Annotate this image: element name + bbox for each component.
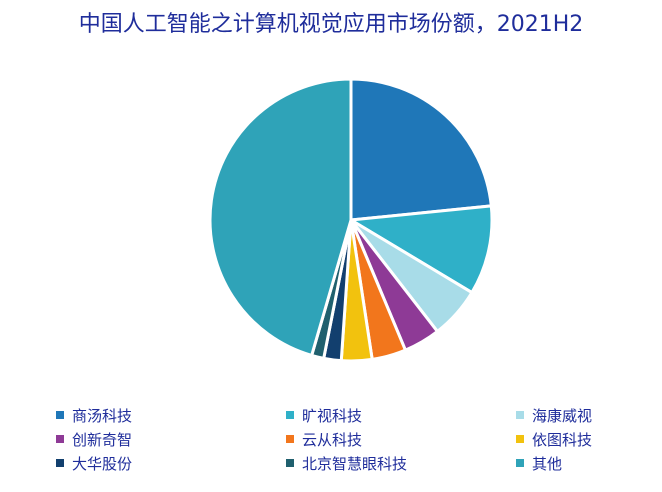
- legend-item: 创新奇智: [56, 428, 286, 450]
- pie-chart: [208, 77, 494, 363]
- legend-item: 云从科技: [286, 428, 516, 450]
- chart-legend: 商汤科技 旷视科技 海康威视创新奇智 云从科技 依图科技大华股份 北京智慧眼科技 其他: [56, 404, 656, 474]
- legend-label: 云从科技: [302, 430, 363, 449]
- legend-item: 海康威视: [516, 404, 656, 426]
- legend-swatch: [286, 435, 294, 443]
- legend-item: 商汤科技: [56, 404, 286, 426]
- legend-swatch: [516, 411, 524, 419]
- legend-item: 其他: [516, 452, 656, 474]
- legend-item: 北京智慧眼科技: [286, 452, 516, 474]
- legend-label: 大华股份: [72, 454, 133, 473]
- legend-label: 海康威视: [532, 406, 593, 425]
- legend-swatch: [56, 459, 64, 467]
- legend-swatch: [516, 435, 524, 443]
- legend-label: 其他: [532, 454, 563, 473]
- legend-label: 旷视科技: [302, 406, 363, 425]
- legend-label: 商汤科技: [72, 406, 133, 425]
- legend-swatch: [516, 459, 524, 467]
- legend-label: 北京智慧眼科技: [302, 454, 408, 473]
- legend-label: 依图科技: [532, 430, 593, 449]
- pie-slice-2: [349, 204, 494, 295]
- legend-item: 旷视科技: [286, 404, 516, 426]
- legend-item: 大华股份: [56, 452, 286, 474]
- legend-label: 创新奇智: [72, 430, 133, 449]
- legend-swatch: [56, 411, 64, 419]
- legend-swatch: [56, 435, 64, 443]
- pie-slice-1: [349, 77, 493, 222]
- legend-swatch: [286, 459, 294, 467]
- chart-title: 中国人工智能之计算机视觉应用市场份额，2021H2: [78, 12, 584, 37]
- legend-item: 依图科技: [516, 428, 656, 450]
- legend-swatch: [286, 411, 294, 419]
- pie-slice-9: [208, 77, 353, 357]
